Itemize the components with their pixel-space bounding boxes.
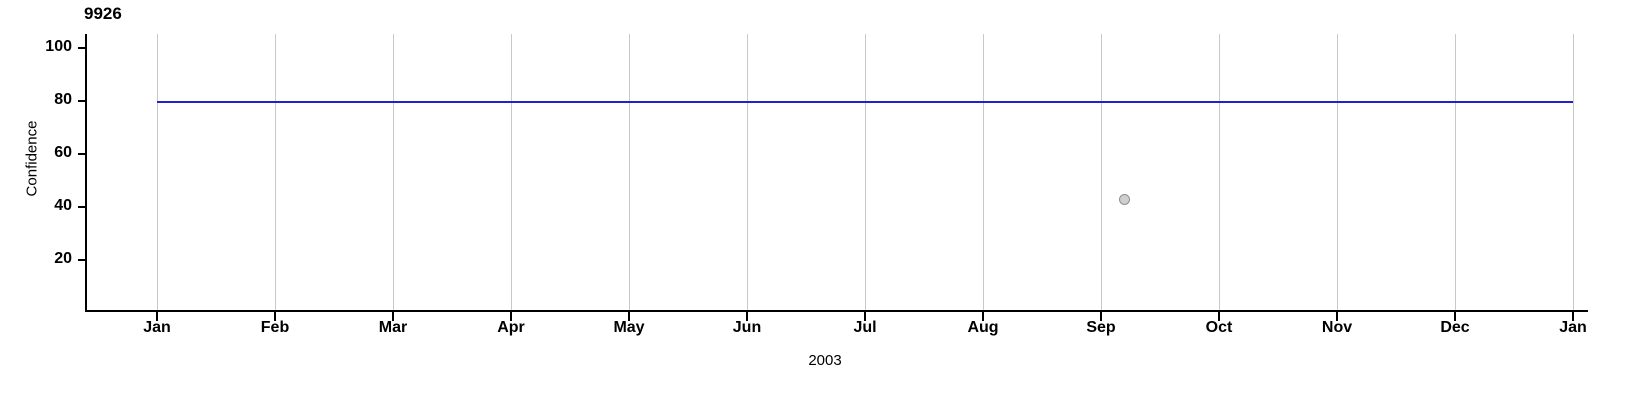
x-tick-label-feb-1: Feb [260,319,290,336]
x-tick-mark-6 [864,312,866,321]
x-tick-label-jul-6: Jul [853,319,877,336]
y-tick-label-80: 80 [54,91,72,108]
y-tick-mark-20 [78,259,86,261]
gridline-aug-7 [983,34,984,311]
x-tick-label-dec-11: Dec [1440,319,1470,336]
y-tick-mark-80 [78,100,86,102]
y-axis-title: Confidence [23,120,41,197]
x-tick-label-oct-9: Oct [1205,319,1233,336]
x-axis-line [85,310,1588,312]
gridline-dec-11 [1455,34,1456,311]
gridline-jan-0 [157,34,158,311]
x-tick-mark-7 [982,312,984,321]
chart-title: 9926 [84,4,122,23]
y-tick-label-100: 100 [45,38,72,55]
x-tick-label-jan-12: Jan [1559,319,1587,336]
x-tick-label-apr-3: Apr [497,319,525,336]
y-tick-label-20: 20 [54,250,72,267]
y-tick-mark-40 [78,206,86,208]
x-tick-mark-11 [1454,312,1456,321]
gridline-jun-5 [747,34,748,311]
x-tick-mark-10 [1336,312,1338,321]
x-tick-label-may-4: May [613,319,645,336]
x-tick-mark-8 [1100,312,1102,321]
x-tick-mark-2 [392,312,394,321]
gridline-may-4 [629,34,630,311]
x-tick-label-aug-7: Aug [967,319,999,336]
gridline-sep-8 [1101,34,1102,311]
y-tick-label-40: 40 [54,197,72,214]
x-tick-mark-12 [1572,312,1574,321]
y-tick-label-60: 60 [54,144,72,161]
x-tick-mark-0 [156,312,158,321]
gridline-nov-10 [1337,34,1338,311]
x-tick-mark-3 [510,312,512,321]
y-tick-mark-100 [78,47,86,49]
x-tick-label-nov-10: Nov [1321,319,1353,336]
gridline-jan-12 [1573,34,1574,311]
x-tick-mark-4 [628,312,630,321]
gridline-jul-6 [865,34,866,311]
gridline-feb-1 [275,34,276,311]
y-tick-mark-60 [78,153,86,155]
x-tick-mark-9 [1218,312,1220,321]
data-point-0[interactable] [1118,193,1130,205]
x-tick-label-jan-0: Jan [143,319,171,336]
y-axis-line [85,34,87,312]
plot-area [86,34,1588,311]
x-tick-label-sep-8: Sep [1086,319,1116,336]
x-tick-mark-5 [746,312,748,321]
x-tick-label-mar-2: Mar [378,319,408,336]
x-axis-title: 2003 [808,352,842,369]
gridline-mar-2 [393,34,394,311]
x-tick-mark-1 [274,312,276,321]
gridline-apr-3 [511,34,512,311]
threshold-line [157,101,1573,103]
gridline-oct-9 [1219,34,1220,311]
x-tick-label-jun-5: Jun [732,319,762,336]
